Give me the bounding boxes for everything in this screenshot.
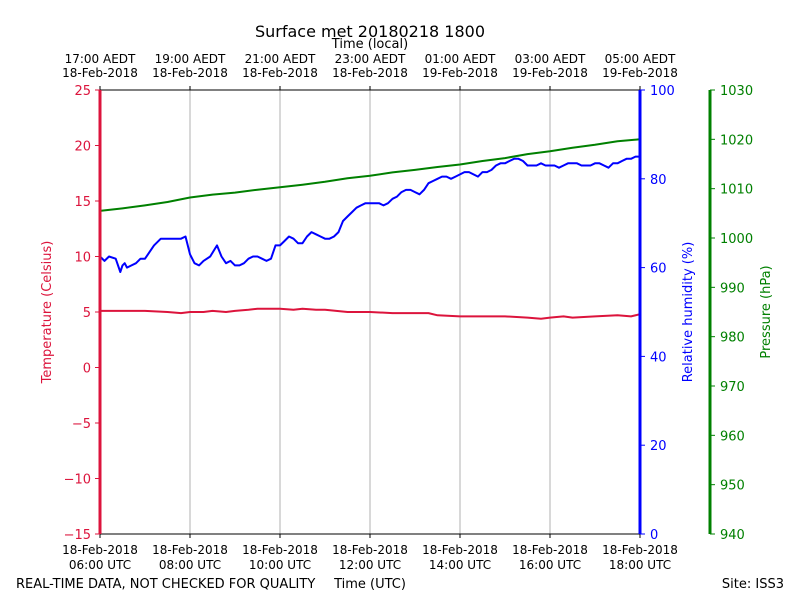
pressure-axis-label: Pressure (hPa) [759, 265, 774, 358]
bottom-tick-date: 18-Feb-2018 [242, 543, 318, 557]
top-axis-label: Time (local) [331, 37, 408, 52]
bottom-tick-time: 18:00 UTC [609, 558, 671, 572]
bottom-tick-time: 12:00 UTC [339, 558, 401, 572]
top-tick-time: 19:00 AEDT [155, 52, 226, 66]
top-tick-date: 19-Feb-2018 [602, 66, 678, 80]
temperature-axis-label: Temperature (Celsius) [40, 241, 55, 385]
temperature-tick-label: −15 [64, 528, 91, 543]
top-tick-time: 03:00 AEDT [515, 52, 586, 66]
x-axis-label: Time (UTC) [333, 577, 406, 592]
temperature-tick-label: 25 [74, 84, 91, 99]
humidity-tick-label: 40 [650, 350, 667, 365]
humidity-tick-label: 0 [650, 528, 658, 543]
bottom-tick-date: 18-Feb-2018 [332, 543, 408, 557]
pressure-series-line [99, 138, 641, 212]
top-tick-time: 17:00 AEDT [65, 52, 136, 66]
pressure-tick-label: 1020 [720, 133, 753, 148]
top-tick-date: 18-Feb-2018 [152, 66, 228, 80]
temperature-series-line [100, 307, 641, 320]
temperature-tick-label: 20 [74, 140, 91, 155]
temperature-tick-label: 5 [83, 306, 91, 321]
bottom-tick-time: 14:00 UTC [429, 558, 491, 572]
temperature-tick-label: 15 [74, 195, 91, 210]
humidity-axis-label: Relative humidity (%) [681, 242, 696, 383]
pressure-tick-label: 1000 [720, 232, 753, 247]
bottom-tick-time: 10:00 UTC [249, 558, 311, 572]
bottom-tick-date: 18-Feb-2018 [62, 543, 138, 557]
pressure-tick-label: 1030 [720, 84, 753, 99]
humidity-tick-label: 60 [650, 262, 667, 277]
top-tick-time: 01:00 AEDT [425, 52, 496, 66]
bottom-tick-date: 18-Feb-2018 [602, 543, 678, 557]
quality-disclaimer: REAL-TIME DATA, NOT CHECKED FOR QUALITY [16, 577, 315, 592]
humidity-tick-label: 100 [650, 84, 675, 99]
top-tick-time: 21:00 AEDT [245, 52, 316, 66]
temperature-tick-label: 0 [83, 362, 91, 377]
humidity-tick-label: 80 [650, 173, 667, 188]
top-tick-date: 18-Feb-2018 [332, 66, 408, 80]
pressure-tick-label: 940 [720, 528, 745, 543]
bottom-tick-time: 16:00 UTC [519, 558, 581, 572]
bottom-tick-time: 08:00 UTC [159, 558, 221, 572]
top-tick-time: 23:00 AEDT [335, 52, 406, 66]
pressure-axis: 940 950 960 970 980 990 1000 1010 1020 1030 [708, 84, 753, 543]
pressure-tick-label: 960 [720, 429, 745, 444]
temperature-axis: −15 −10 −5 0 5 10 15 20 25 [64, 84, 100, 543]
bottom-tick-time: 06:00 UTC [69, 558, 131, 572]
bottom-tick-date: 18-Feb-2018 [512, 543, 588, 557]
site-label: Site: ISS3 [722, 577, 784, 592]
pressure-tick-label: 980 [720, 331, 745, 346]
top-tick-date: 19-Feb-2018 [512, 66, 588, 80]
pressure-tick-label: 950 [720, 479, 745, 494]
bottom-tick-date: 18-Feb-2018 [152, 543, 228, 557]
bottom-tick-date: 18-Feb-2018 [422, 543, 498, 557]
temperature-tick-label: −10 [64, 473, 91, 488]
top-tick-time: 05:00 AEDT [605, 52, 676, 66]
temperature-tick-label: 10 [74, 251, 91, 266]
series-layer [99, 138, 641, 320]
pressure-tick-label: 1010 [720, 183, 753, 198]
top-tick-date: 18-Feb-2018 [242, 66, 318, 80]
temperature-tick-label: −5 [72, 417, 91, 432]
top-tick-date: 18-Feb-2018 [62, 66, 138, 80]
chart-title: Surface met 20180218 1800 [255, 22, 485, 41]
pressure-tick-label: 990 [720, 281, 745, 296]
humidity-series-line [99, 155, 640, 273]
pressure-tick-label: 970 [720, 380, 745, 395]
humidity-tick-label: 20 [650, 439, 667, 454]
top-tick-date: 19-Feb-2018 [422, 66, 498, 80]
humidity-axis: 0 20 40 60 80 100 [640, 84, 675, 543]
